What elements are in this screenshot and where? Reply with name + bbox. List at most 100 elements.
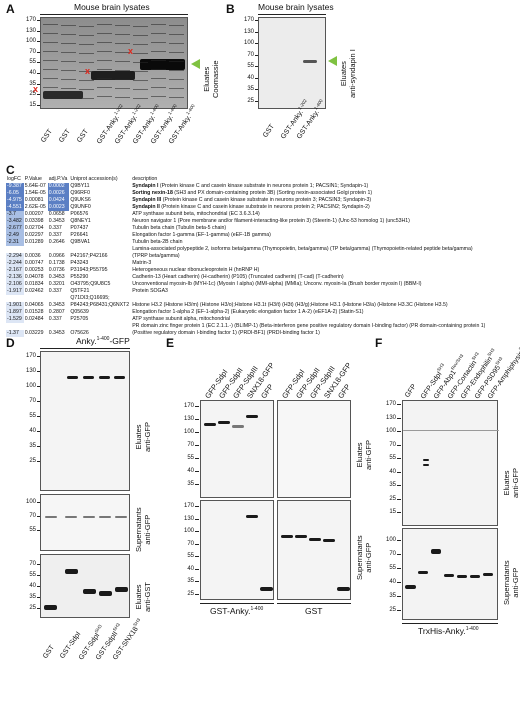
- table-cell: -2.31: [6, 239, 24, 246]
- panel-e-blot-supernatants-right: [277, 500, 351, 600]
- panel-d-header-line: [40, 348, 130, 349]
- panel-e-top-mw-170: 170: [183, 403, 194, 409]
- panel-f-top-mw-tick: [397, 512, 401, 513]
- table-cell: 0.00747: [24, 260, 44, 266]
- table-cell: Q8NEY1: [70, 218, 91, 224]
- table-row: PR domain zinc finger protein 1 (EC 2.1.…: [6, 323, 487, 330]
- table-cell-description: Cadherin-13 (Heart cadherin) (H-cadherin…: [132, 274, 344, 280]
- table-cell-description: Lamina-associated polypeptide 2, isoform…: [132, 246, 473, 252]
- panel-e-bottom-line-left: [200, 603, 274, 604]
- panel-e-bottom-line-right: [277, 603, 351, 604]
- gel-band: [151, 78, 166, 79]
- table-cell: [24, 246, 48, 253]
- gel-band: [61, 79, 76, 80]
- gel-band: [61, 52, 76, 53]
- table-row: -4.551 2.62E-05 0.0023 Q9UNF0 Syndapin II (P…: [6, 204, 487, 211]
- panel-b-mw-tick: [255, 54, 259, 56]
- panel-d-top-mw-35: 35: [29, 443, 36, 449]
- table-cell: 0.0424: [47, 197, 70, 204]
- table-cell: Q96RF0: [70, 190, 90, 196]
- table-cell: Q9UNF0: [70, 204, 91, 210]
- table-cell: -2.677: [6, 225, 24, 232]
- gel-band: [97, 96, 112, 97]
- panel-b-mw-tick: [255, 77, 259, 79]
- table-cell: 0.04065: [24, 302, 44, 308]
- table-row: -2.677 0.02704 0.337 P07437 Tubulin beta cha…: [6, 225, 487, 232]
- table-cell: 0.00207: [24, 211, 44, 217]
- table-cell: Q5TF21: [70, 288, 90, 294]
- table-cell-description: Syndapin I (Protein kinase C and casein …: [132, 183, 369, 189]
- panel-f-label: F: [375, 336, 383, 350]
- panel-e-bot-mw-tick: [195, 518, 199, 520]
- table-cell: 0.3453: [48, 302, 65, 308]
- panel-e-bot-mw-130: 130: [183, 515, 194, 522]
- panel-a-header: Mouse brain lysates: [74, 2, 150, 12]
- panel-d-bot-mw-25: 25: [29, 605, 36, 611]
- panel-a-lane-label: GST: [40, 128, 54, 145]
- panel-e-bot-mw-40: 40: [187, 565, 194, 572]
- table-header-cell: adj.P.Va: [48, 176, 68, 182]
- panel-b-mw-35: 35: [247, 86, 254, 92]
- table-cell-description: Matrin-3: [132, 260, 152, 266]
- panel-b-arrowhead: [328, 56, 337, 66]
- gel-band: [115, 43, 130, 44]
- table-cell-description: Sorting nexin-18 (SH3 and PX domain-cont…: [132, 190, 373, 196]
- table-cell: 0.01528: [24, 309, 44, 315]
- panel-d-bot-mw-tick: [37, 586, 41, 587]
- table-cell: -2.294: [6, 253, 24, 260]
- table-cell: P25705: [70, 316, 89, 322]
- gel-band: [133, 62, 148, 63]
- panel-f-top-mw-130: 130: [385, 414, 396, 421]
- panel-e-bot-mw-170: 170: [183, 503, 194, 509]
- panel-b-header: Mouse brain lysates: [258, 2, 334, 12]
- table-row: -1.529 0.02484 0.337 P25705 ATP synthase sub…: [6, 316, 487, 323]
- table-cell: Q9BVA1: [70, 239, 91, 245]
- gel-band: [43, 60, 58, 61]
- gel-band: [151, 42, 166, 43]
- table-row: -4.975 0.00081 0.0424 Q9UKS6 Syndapin III (P…: [6, 197, 487, 204]
- gel-band: [133, 80, 148, 81]
- table-cell: -4.551: [6, 204, 24, 211]
- gel-band: [169, 70, 184, 71]
- table-cell: O75626: [70, 330, 89, 336]
- table-row: -2.31 0.01289 0.2646 Q9BVA1 Tubulin beta-2B …: [6, 239, 487, 246]
- panel-e-bot-mw-tick: [195, 506, 199, 507]
- panel-d-bot-mw-55: 55: [29, 572, 36, 578]
- gel-band: [43, 24, 58, 25]
- panel-f-bot-mw-tick: [397, 554, 401, 555]
- table-cell: [48, 323, 70, 330]
- table-cell: -2.49: [6, 232, 24, 239]
- table-cell: 0.02484: [24, 316, 44, 322]
- gel-band: [61, 88, 76, 89]
- table-header-row: logFC P.Value adj.P.Va Uniprot accession(s)…: [6, 176, 487, 183]
- panel-e-bot-mw-tick: [195, 543, 199, 545]
- table-row: -1.37 0.03229 0.3453 O75626 (Positive regula…: [6, 330, 487, 337]
- panel-a-mw-130: 130: [25, 27, 36, 34]
- table-cell-description: (Positive regulatory domain I-binding fa…: [132, 330, 320, 336]
- gel-band: [97, 87, 112, 88]
- table-cell: P42167;P42166: [70, 253, 108, 259]
- table-cell: -4.975: [6, 197, 24, 204]
- panel-f-bot-mw-35: 35: [389, 593, 396, 599]
- panel-d-bot-mw-tick: [37, 575, 41, 576]
- table-cell-description: Syndapin III (Protein kinase C and casei…: [132, 197, 372, 203]
- panel-d-bot-mw-tick: [37, 564, 41, 565]
- panel-f-lane-label: GFP: [404, 383, 418, 400]
- panel-f-top-mw-40: 40: [389, 468, 396, 475]
- panel-f-bottom-label: TrxHis-Anky.1-400: [418, 626, 479, 636]
- table-cell: P06576: [70, 211, 89, 217]
- gel-band: [79, 62, 94, 63]
- gel-band: [115, 52, 130, 53]
- table-cell: [69, 246, 131, 253]
- table-cell: Q9BY11: [70, 183, 90, 189]
- gel-band: [169, 52, 184, 53]
- gel-band: [151, 60, 166, 61]
- table-cell: [24, 323, 48, 330]
- panel-d-top-mw-tick: [37, 401, 41, 402]
- table-cell: [24, 295, 48, 302]
- panel-a-mw-100: 100: [25, 38, 36, 45]
- gel-band: [97, 51, 112, 52]
- panel-d-top-mw-130: 130: [25, 368, 36, 374]
- gel-band: [61, 25, 76, 26]
- table-cell: P43243: [70, 260, 89, 266]
